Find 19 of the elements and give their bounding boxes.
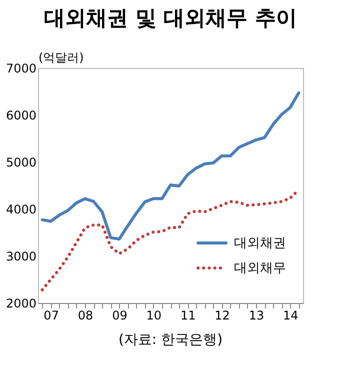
x-tick-label: 10 [146,308,162,322]
y-tick-label: 4000 [6,202,36,216]
x-tick-label: 07 [44,308,59,322]
x-tick-label: 11 [180,308,196,322]
x-tick-label: 12 [214,308,230,322]
y-tick-label: 2000 [6,296,36,310]
x-tick-label: 09 [112,308,128,322]
text: (자료: 한국은행) [118,332,223,348]
y-tick-label: 7000 [6,62,36,76]
legend-label: 대외채권 [234,236,286,251]
chart-title: 대외채권 및 대외채무 추이 [44,6,297,30]
legend-label: 대외채무 [234,261,286,276]
x-tick-label: 14 [283,308,298,322]
x-tick-label: 08 [78,308,94,322]
y-tick-label: 5000 [6,156,36,170]
x-tick-label: 13 [248,308,264,322]
y-axis-title: (억달러) [38,50,84,64]
y-tick-label: 6000 [6,108,36,122]
y-tick-label: 3000 [6,250,36,264]
